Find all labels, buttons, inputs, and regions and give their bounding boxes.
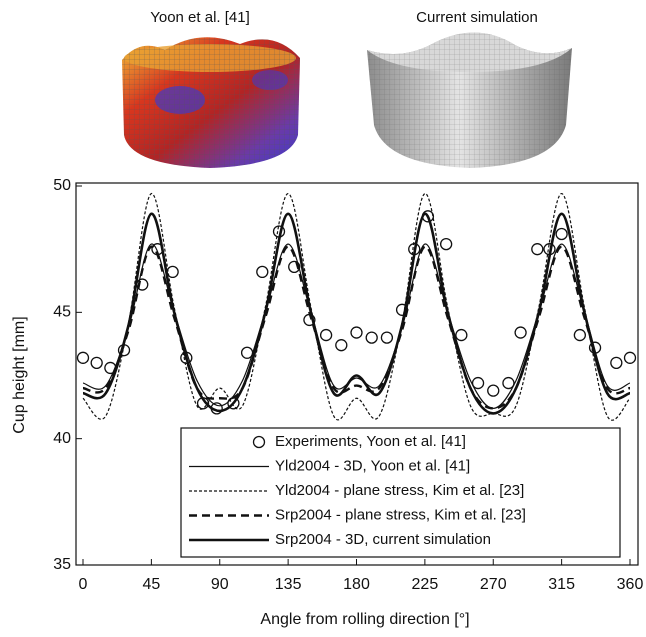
experiment-point	[381, 332, 392, 343]
x-tick-label: 180	[343, 576, 370, 593]
legend-label: Yld2004 - plane stress, Kim et al. [23]	[275, 482, 524, 499]
legend-marker	[254, 437, 265, 448]
legend-label: Srp2004 - 3D, current simulation	[275, 531, 491, 548]
y-axis-label: Cup height [mm]	[11, 316, 28, 433]
cup-image-simulation	[367, 33, 572, 169]
experiment-point	[321, 330, 332, 341]
x-tick-label: 90	[211, 576, 229, 593]
x-tick-label: 135	[275, 576, 302, 593]
y-tick-label: 35	[53, 556, 71, 573]
experiment-point	[532, 244, 543, 255]
experiment-point	[611, 357, 622, 368]
experiment-point	[625, 352, 636, 363]
experiment-point	[78, 352, 89, 363]
x-tick-label: 360	[617, 576, 644, 593]
cup-image-yoon	[122, 37, 300, 168]
experiment-point	[91, 357, 102, 368]
y-tick-label: 50	[53, 177, 71, 194]
experiment-point	[488, 385, 499, 396]
legend-label: Yld2004 - 3D, Yoon et al. [41]	[275, 457, 470, 474]
image-caption: Yoon et al. [41]	[150, 9, 250, 26]
x-tick-label: 315	[548, 576, 575, 593]
experiment-point	[574, 330, 585, 341]
x-tick-label: 225	[412, 576, 439, 593]
experiment-point	[366, 332, 377, 343]
x-tick-label: 0	[79, 576, 88, 593]
legend-label: Experiments, Yoon et al. [41]	[275, 433, 466, 450]
figure: Yoon et al. [41] Current simulation Angl…	[0, 0, 646, 632]
experiment-point	[556, 229, 567, 240]
x-axis-label: Angle from rolling direction [°]	[260, 611, 469, 628]
x-tick-label: 270	[480, 576, 507, 593]
experiment-point	[257, 266, 268, 277]
experiment-point	[456, 330, 467, 341]
experiment-point	[336, 340, 347, 351]
y-tick-label: 40	[53, 430, 71, 447]
experiment-point	[441, 239, 452, 250]
image-caption: Current simulation	[416, 9, 538, 26]
x-tick-label: 45	[142, 576, 160, 593]
legend-label: Srp2004 - plane stress, Kim et al. [23]	[275, 506, 526, 523]
experiment-point	[351, 327, 362, 338]
y-tick-label: 45	[53, 304, 71, 321]
experiment-point	[515, 327, 526, 338]
